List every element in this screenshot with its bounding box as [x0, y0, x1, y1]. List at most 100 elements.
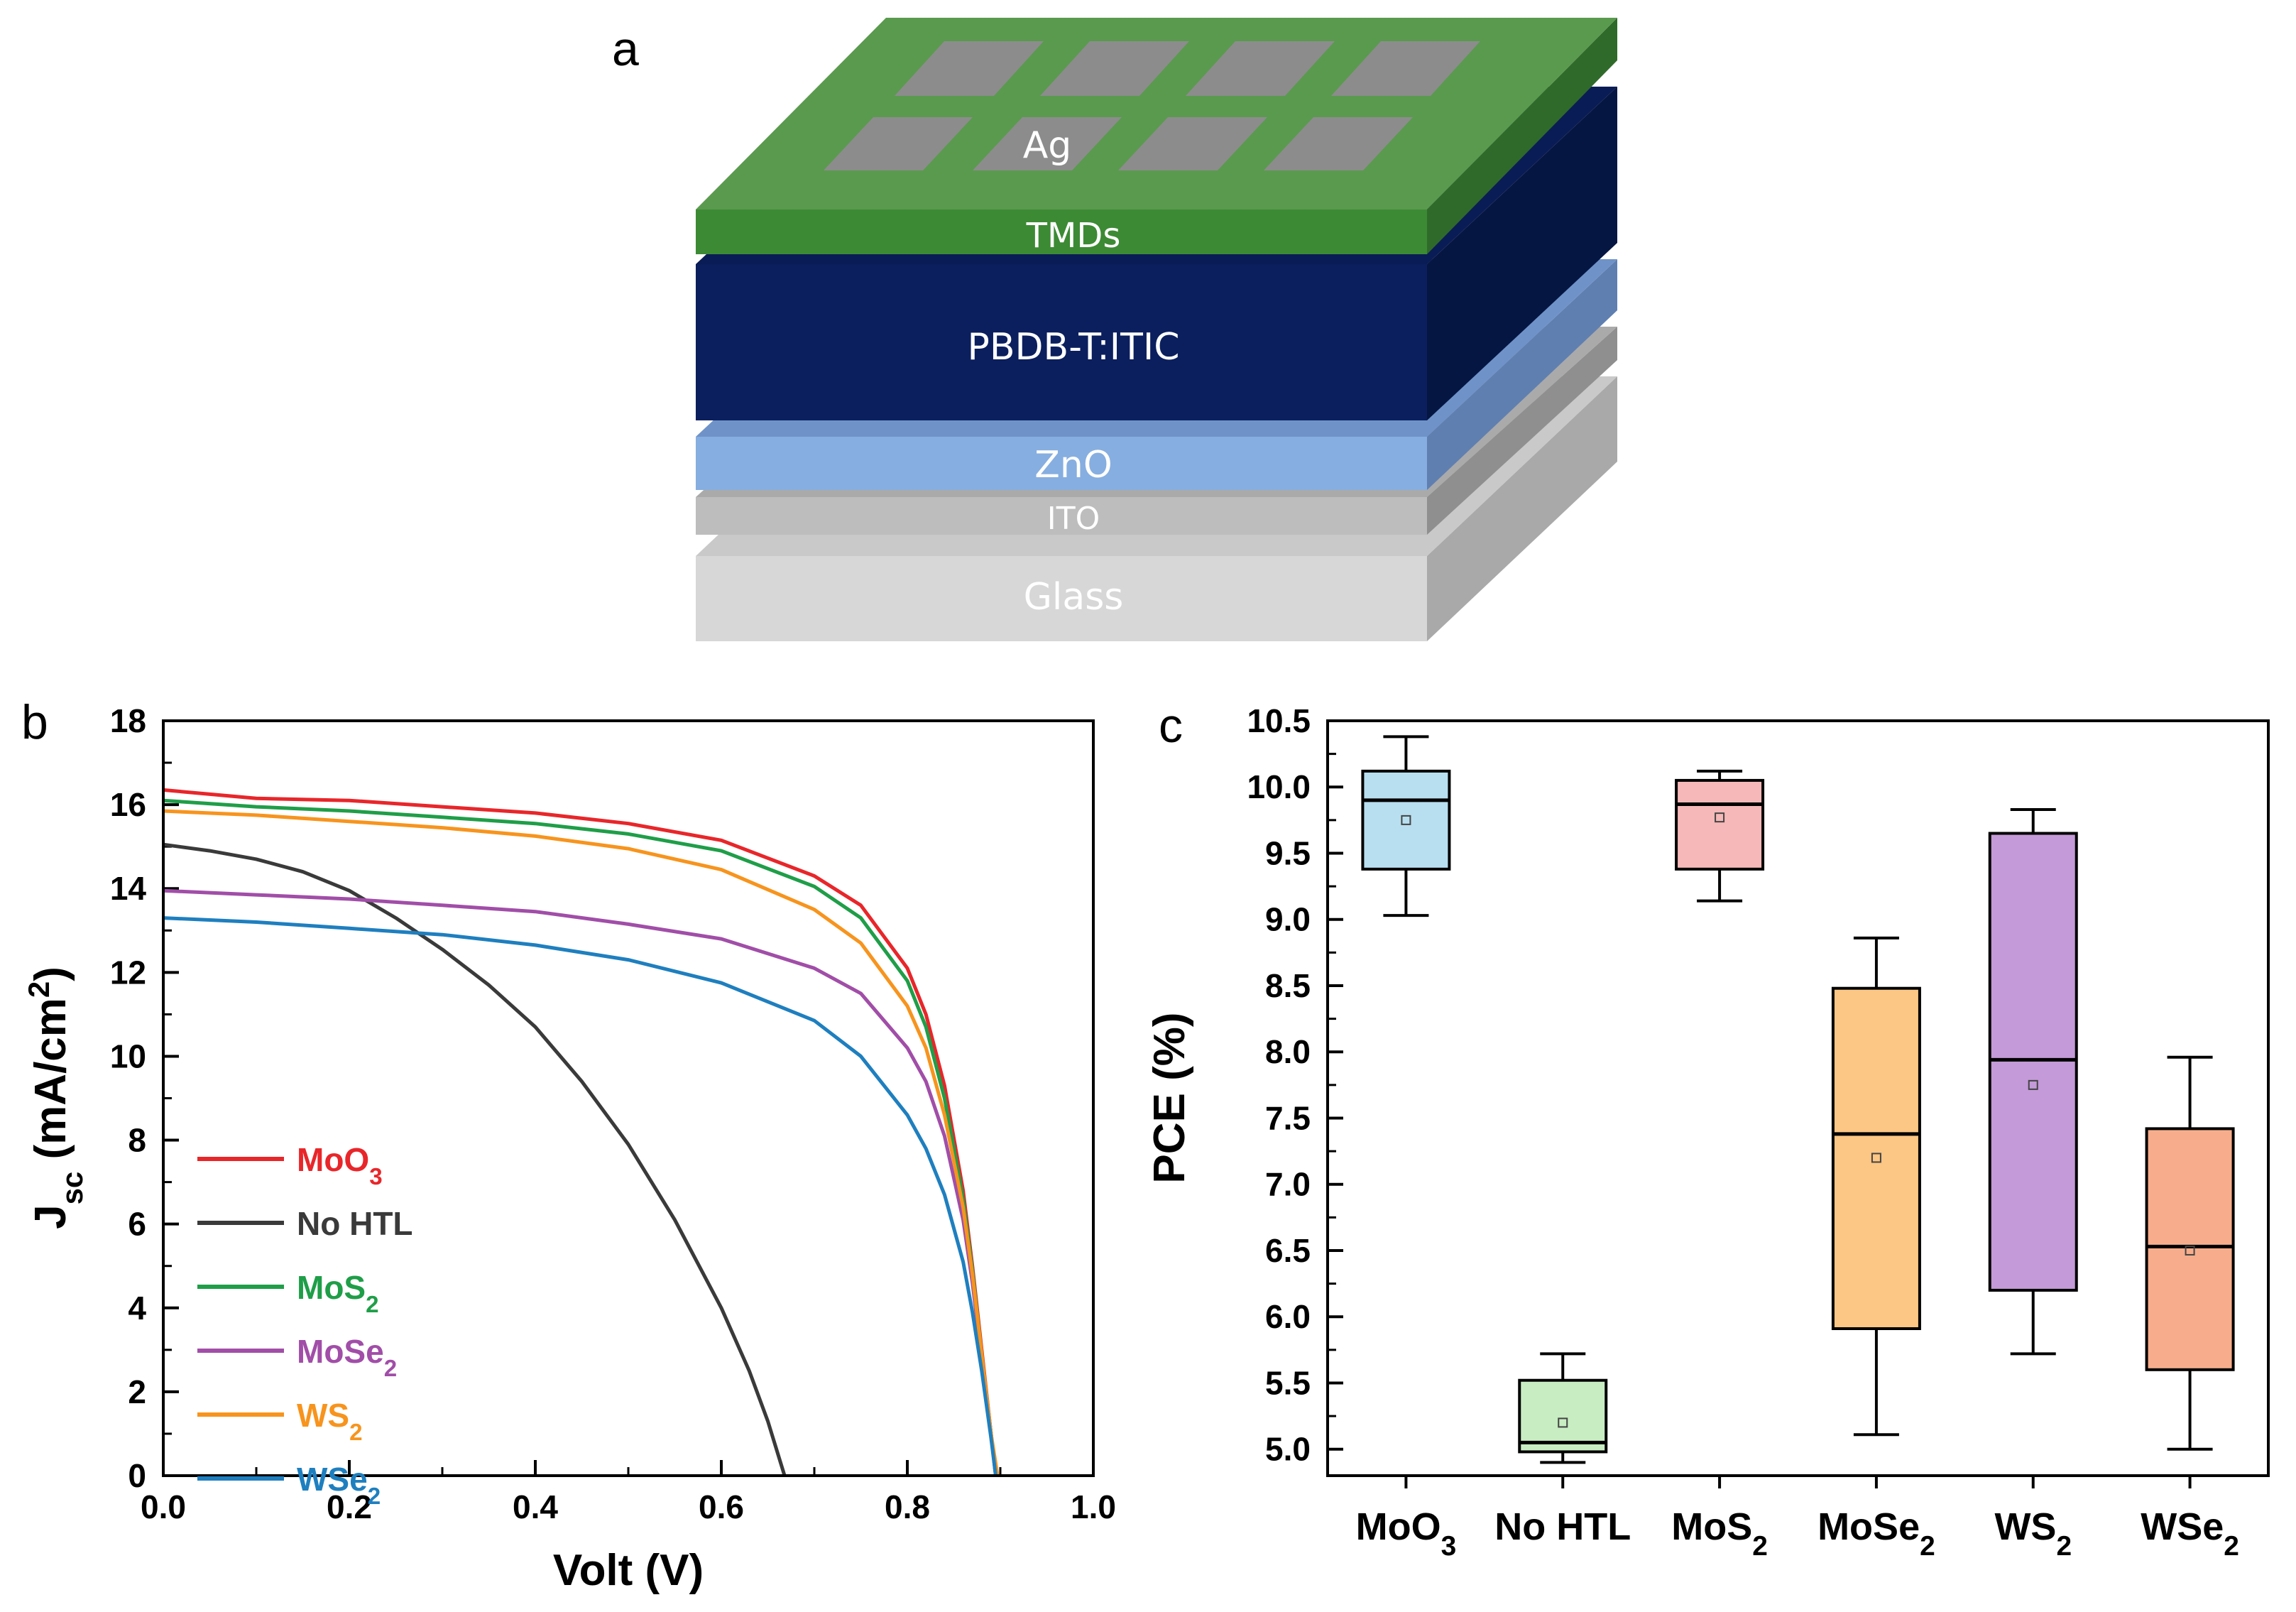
- category-label-sub: 2: [1752, 1531, 1768, 1562]
- legend-label: No HTL: [297, 1205, 413, 1242]
- panel-c-letter: c: [1159, 699, 1183, 753]
- jv-curve-ws2: [163, 809, 1000, 1476]
- legend-label: WSe2: [297, 1461, 381, 1510]
- tmds-layer-side: [1427, 18, 1617, 254]
- y-tick-label: 10: [110, 1038, 146, 1074]
- y-tick-label: 7.0: [1265, 1166, 1311, 1203]
- active-layer-label: PBDB-T:ITIC: [967, 326, 1179, 369]
- ag-pad: [824, 117, 973, 170]
- y-tick-label: 10.5: [1247, 702, 1311, 739]
- jv-curve-mose2: [163, 888, 997, 1476]
- glass-layer-side: [1427, 376, 1617, 641]
- legend-label-sub: 2: [349, 1420, 362, 1446]
- y-tick-label: 9.5: [1265, 834, 1311, 871]
- category-label-sub: 2: [1920, 1531, 1935, 1562]
- y-tick-label: 14: [110, 870, 147, 907]
- y-tick-label: 6.0: [1265, 1298, 1311, 1335]
- legend-label-sub: 2: [368, 1483, 381, 1510]
- glass-label: Glass: [1024, 576, 1124, 619]
- y-tick-label: 8.0: [1265, 1033, 1311, 1070]
- y-tick-label: 7.5: [1265, 1099, 1311, 1136]
- y-tick-label: 9.0: [1265, 901, 1311, 938]
- category-label: MoO3: [1356, 1505, 1457, 1562]
- category-label: MoSe2: [1817, 1505, 1935, 1562]
- iqr-box: [1518, 1378, 1608, 1454]
- panel-a-device-stack: a Glass ITO ZnO PBDB-T:ITIC TMDs: [612, 18, 1617, 641]
- jv-y-axis-unit: (mA/cm: [26, 998, 75, 1172]
- category-label-main: MoSe: [1817, 1505, 1920, 1548]
- active-layer-side: [1427, 87, 1617, 420]
- ag-pad: [1118, 117, 1267, 170]
- pce-tick-labels: 5.0 5.5 6.0 6.5 7.0 7.5 8.0 8.5 9.0 9.5 10.0 10.5: [1247, 702, 1311, 1468]
- box-mos2: [1675, 769, 1765, 903]
- category-label: MoS2: [1671, 1505, 1768, 1562]
- ag-electrodes: [824, 41, 1480, 170]
- ito-layer-front: [696, 497, 1427, 535]
- ito-layer-side: [1427, 327, 1617, 535]
- category-label-sub: 2: [2056, 1531, 2072, 1562]
- y-tick-label: 18: [110, 702, 146, 739]
- mean-marker: [1871, 1153, 1881, 1163]
- box-wse2: [2145, 1055, 2235, 1451]
- legend-label: MoS2: [297, 1269, 379, 1318]
- panel-b-letter: b: [21, 695, 48, 749]
- y-tick-label: 16: [110, 786, 146, 823]
- y-tick-label: 8.5: [1265, 967, 1311, 1004]
- jv-x-axis-title: Volt (V): [553, 1546, 704, 1595]
- x-tick-label: 0.4: [513, 1488, 558, 1525]
- legend-label-main: No HTL: [297, 1205, 413, 1242]
- iqr-box: [1675, 778, 1765, 871]
- ag-pad: [1186, 41, 1335, 96]
- legend-label-sub: 2: [384, 1356, 397, 1382]
- mean-marker: [1715, 812, 1725, 823]
- glass-layer-front: [696, 556, 1427, 641]
- ag-pad: [1331, 41, 1480, 96]
- jv-curve-wse2: [163, 916, 997, 1476]
- y-tick-label: 5.5: [1265, 1364, 1311, 1401]
- mean-marker: [2185, 1245, 2195, 1256]
- box-mose2: [1831, 936, 1921, 1437]
- tmds-label: TMDs: [1026, 216, 1121, 256]
- zno-label: ZnO: [1034, 444, 1113, 486]
- x-tick-label: 0.6: [699, 1488, 744, 1525]
- mean-marker: [2028, 1079, 2038, 1090]
- jv-plot-frame: [162, 719, 1095, 1477]
- ag-pad: [973, 117, 1122, 170]
- zno-layer-front: [696, 437, 1427, 490]
- legend-label: WS2: [297, 1397, 363, 1446]
- panel-b-jv-chart: b 0.0 0.2 0.4 0.6 0.8 1.0 0 2 4 6 8 10 12 14 16 18 MoO3…: [21, 695, 1116, 1595]
- legend-label-main: MoO: [297, 1141, 369, 1178]
- category-label-main: WS: [1994, 1505, 2056, 1548]
- y-tick-label: 5.0: [1265, 1431, 1311, 1468]
- jv-y-axis-title: Jsc (mA/cm2): [22, 966, 89, 1229]
- pce-plot-frame: [1326, 719, 2270, 1477]
- ag-pad: [895, 41, 1044, 96]
- y-tick-label: 10.0: [1247, 768, 1311, 805]
- category-label: No HTL: [1494, 1505, 1631, 1548]
- jv-y-axis-main: J: [26, 1204, 75, 1229]
- pce-boxes: [1361, 735, 2235, 1464]
- x-tick-label: 0.0: [141, 1488, 186, 1525]
- category-label-main: MoS: [1671, 1505, 1752, 1548]
- box-ws2: [1988, 807, 2078, 1356]
- active-layer-front: [696, 264, 1427, 420]
- tmds-layer-front: [696, 209, 1427, 254]
- iqr-box: [2145, 1127, 2235, 1371]
- iqr-box: [1988, 832, 2078, 1292]
- pce-category-labels: MoO3 No HTL MoS2 MoSe2 WS2 WSe2: [1356, 1505, 2239, 1562]
- y-tick-label: 8: [128, 1122, 146, 1159]
- legend-label-main: WS: [297, 1397, 349, 1434]
- box-moo3: [1361, 735, 1451, 917]
- jv-y-axis-sup: 2: [22, 981, 55, 998]
- mean-marker: [1401, 815, 1411, 825]
- category-label-main: MoO: [1356, 1505, 1441, 1548]
- y-tick-label: 2: [128, 1373, 146, 1410]
- legend-label-main: MoS: [297, 1269, 366, 1306]
- x-tick-label: 0.2: [327, 1488, 372, 1525]
- x-tick-label: 1.0: [1071, 1488, 1116, 1525]
- y-tick-label: 6: [128, 1206, 146, 1243]
- category-label: WS2: [1994, 1505, 2072, 1562]
- box-no-htl: [1518, 1352, 1608, 1464]
